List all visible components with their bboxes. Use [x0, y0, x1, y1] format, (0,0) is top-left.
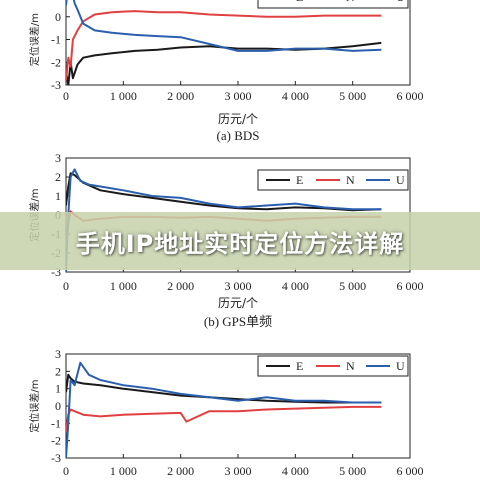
series-line-N — [66, 405, 382, 433]
chart-panel-1: -3 -2 -1 0 1 0 1 000 2 000 3 000 4 000 5 000 6 000 定… — [28, 0, 424, 143]
series-line-N — [66, 10, 382, 81]
x-tick-label: 6 000 — [397, 89, 424, 103]
legend-label-N: N — [346, 173, 355, 187]
y-tick-label: 3 — [55, 347, 61, 361]
x-tick-label: 6 000 — [397, 464, 424, 478]
y-axis-label: 定位误差/m — [28, 379, 41, 432]
y-tick-label: 1 — [55, 189, 61, 203]
legend-label-E: E — [296, 0, 303, 4]
x-tick-label: 3 000 — [225, 464, 252, 478]
legend-label-U: U — [396, 359, 405, 373]
title-banner: 手机IP地址实时定位方法详解 — [0, 212, 480, 270]
y-tick-label: -3 — [51, 78, 61, 92]
x-tick-label: 5 000 — [339, 464, 366, 478]
series-line-U — [66, 361, 382, 458]
legend-label-E: E — [296, 173, 303, 187]
chart-panel-3: -3 -2 -1 0 1 2 3 0 1 000 2 000 3 000 4 000 5 000 6 00… — [28, 347, 424, 478]
series-line-U — [66, 168, 382, 272]
y-tick-label: 2 — [55, 170, 61, 184]
y-tick-label: 2 — [55, 364, 61, 378]
x-tick-label: 3 000 — [225, 89, 252, 103]
y-tick-label: -3 — [51, 451, 61, 465]
x-tick-label: 0 — [63, 89, 69, 103]
x-tick-label: 2 000 — [167, 464, 194, 478]
series-line-U — [66, 0, 382, 52]
x-tick-label: 4 000 — [282, 89, 309, 103]
y-tick-label: 0 — [55, 10, 61, 24]
y-tick-label: 1 — [55, 0, 61, 1]
y-tick-label: 3 — [55, 151, 61, 165]
chart-caption: (a) BDS — [217, 128, 260, 143]
y-tick-label: 0 — [55, 399, 61, 413]
y-tick-label: -1 — [51, 33, 61, 47]
x-tick-label: 5 000 — [339, 279, 366, 293]
y-tick-label: 1 — [55, 382, 61, 396]
y-axis-label: 定位误差/m — [28, 13, 41, 66]
x-tick-label: 1 000 — [110, 464, 137, 478]
x-tick-label: 2 000 — [167, 89, 194, 103]
banner-title: 手机IP地址实时定位方法详解 — [75, 229, 405, 258]
legend-label-U: U — [396, 0, 405, 4]
y-tick-label: -2 — [51, 55, 61, 69]
x-tick-label: 4 000 — [282, 279, 309, 293]
x-tick-label: 0 — [63, 279, 69, 293]
x-tick-label: 0 — [63, 464, 69, 478]
legend-label-U: U — [396, 173, 405, 187]
y-tick-label: -1 — [51, 416, 61, 430]
chart-caption: (b) GPS单频 — [204, 314, 272, 329]
y-tick-label: -2 — [51, 434, 61, 448]
x-tick-label: 1 000 — [110, 89, 137, 103]
legend-box — [257, 0, 409, 9]
legend-label-N: N — [346, 0, 355, 4]
x-tick-label: 6 000 — [397, 279, 424, 293]
legend-label-N: N — [346, 359, 355, 373]
x-axis-label: 历元/个 — [218, 296, 258, 310]
x-tick-label: 1 000 — [110, 279, 137, 293]
series-line-E — [66, 373, 382, 404]
x-tick-label: 5 000 — [339, 89, 366, 103]
legend-label-E: E — [296, 359, 303, 373]
x-tick-label: 3 000 — [225, 279, 252, 293]
x-tick-label: 4 000 — [282, 464, 309, 478]
x-axis-label: 历元/个 — [218, 112, 258, 126]
x-tick-label: 2 000 — [167, 279, 194, 293]
y-tick-label: -3 — [51, 265, 61, 279]
